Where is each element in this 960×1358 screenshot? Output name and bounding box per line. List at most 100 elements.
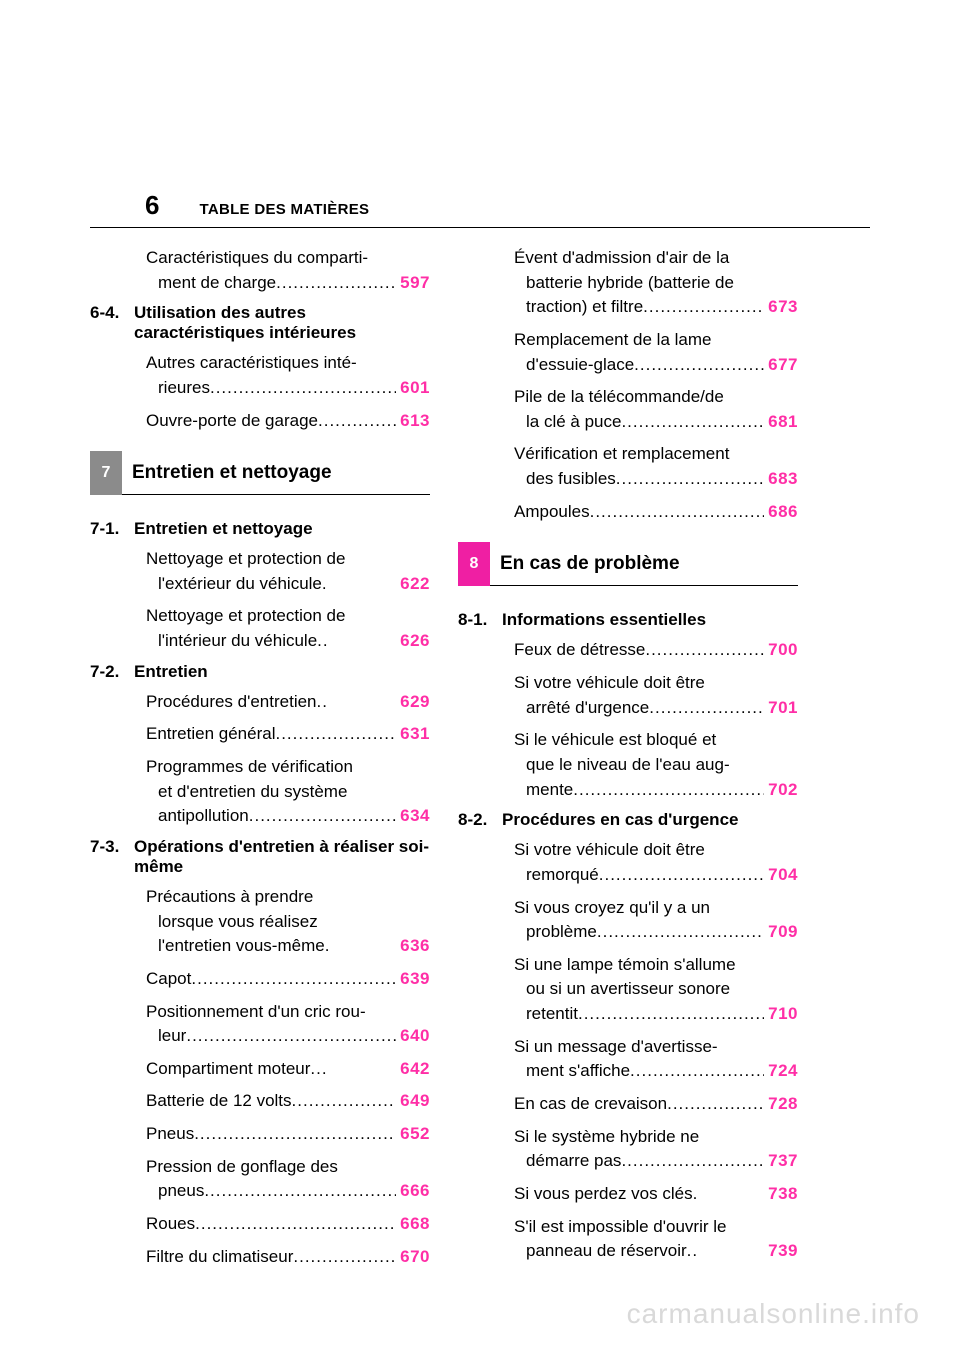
toc-page-number[interactable]: 668 (396, 1212, 430, 1237)
toc-entry-text: Filtre du climatiseur (146, 1245, 293, 1270)
toc-entry-line: Si le système hybride ne (514, 1125, 798, 1150)
toc-entry-lastline: Roues ..................................… (146, 1212, 430, 1237)
toc-page-number[interactable]: 666 (396, 1179, 430, 1204)
toc-entry-line: Si une lampe témoin s'allume (514, 953, 798, 978)
toc-entry: Nettoyage et protection del'intérieur du… (90, 604, 430, 653)
toc-page-number[interactable]: 710 (764, 1002, 798, 1027)
toc-page-number[interactable]: 739 (764, 1239, 798, 1264)
toc-page-number[interactable]: 700 (764, 638, 798, 663)
toc-entry-text: Batterie de 12 volts (146, 1089, 292, 1114)
toc-entry: Feux de détresse .......................… (458, 638, 798, 663)
toc-entry: Entretien général ......................… (90, 722, 430, 747)
section-heading: 7-2.Entretien (90, 662, 430, 682)
toc-page-number[interactable]: 683 (764, 467, 798, 492)
toc-entry-text: antipollution (146, 804, 249, 829)
toc-page-number[interactable]: 613 (396, 409, 430, 434)
toc-leader-dots: ... (310, 1057, 396, 1082)
toc-entry-lastline: Si vous perdez vos clés .738 (514, 1182, 798, 1207)
toc-entry-lastline: d'essuie-glace .........................… (514, 353, 798, 378)
toc-entry-lastline: leur ...................................… (146, 1024, 430, 1049)
toc-leader-dots: ........................................… (616, 467, 764, 492)
chapter-label: En cas de problème (490, 542, 798, 586)
toc-entry-lastline: arrêté d'urgence .......................… (514, 696, 798, 721)
toc-entry-lastline: problème ...............................… (514, 920, 798, 945)
toc-entry-text: panneau de réservoir (514, 1239, 687, 1264)
toc-entry-lastline: panneau de réservoir ..739 (514, 1239, 798, 1264)
toc-leader-dots: ........................................… (590, 500, 765, 525)
toc-page-number[interactable]: 686 (764, 500, 798, 525)
toc-leader-dots: ........................................… (667, 1092, 764, 1117)
toc-page-number[interactable]: 640 (396, 1024, 430, 1049)
toc-page-number[interactable]: 639 (396, 967, 430, 992)
toc-page-number[interactable]: 626 (396, 629, 430, 654)
toc-page-number[interactable]: 702 (764, 778, 798, 803)
toc-entry: Nettoyage et protection del'extérieur du… (90, 547, 430, 596)
toc-entry: Batterie de 12 volts ...................… (90, 1089, 430, 1114)
toc-leader-dots: . (325, 934, 396, 959)
toc-page-number[interactable]: 636 (396, 934, 430, 959)
toc-entry: Vérification et remplacementdes fusibles… (458, 442, 798, 491)
toc-entry: Caractéristiques du comparti-ment de cha… (90, 246, 430, 295)
toc-entry-text: d'essuie-glace (514, 353, 634, 378)
toc-entry-text: En cas de crevaison (514, 1092, 667, 1117)
toc-page-number[interactable]: 673 (764, 295, 798, 320)
toc-leader-dots: ........................................… (645, 638, 764, 663)
toc-page-number[interactable]: 601 (396, 376, 430, 401)
toc-page-number[interactable]: 652 (396, 1122, 430, 1147)
toc-page-number[interactable]: 634 (396, 804, 430, 829)
section-number: 7-1. (90, 519, 134, 539)
toc-page-number[interactable]: 681 (764, 410, 798, 435)
toc-entry-text: démarre pas (514, 1149, 621, 1174)
toc-leader-dots: .. (687, 1239, 764, 1264)
toc-page-number[interactable]: 649 (396, 1089, 430, 1114)
toc-page-number[interactable]: 704 (764, 863, 798, 888)
toc-entry-text: Feux de détresse (514, 638, 645, 663)
toc-entry: Pression de gonflage despneus ..........… (90, 1155, 430, 1204)
toc-entry-text: traction) et filtre (514, 295, 643, 320)
section-title: Procédures en cas d'urgence (502, 810, 798, 830)
toc-entry-lastline: Procédures d'entretien ..629 (146, 690, 430, 715)
toc-entry-lastline: démarre pas ............................… (514, 1149, 798, 1174)
toc-entry-text: problème (514, 920, 597, 945)
toc-entry-lastline: la clé à puce ..........................… (514, 410, 798, 435)
toc-entry-line: Pression de gonflage des (146, 1155, 430, 1180)
toc-entry-line: Nettoyage et protection de (146, 547, 430, 572)
toc-page-number[interactable]: 738 (764, 1182, 798, 1207)
toc-entry: Pneus ..................................… (90, 1122, 430, 1147)
toc-entry-line: ou si un avertisseur sonore (514, 977, 798, 1002)
toc-page-number[interactable]: 709 (764, 920, 798, 945)
toc-page-number[interactable]: 642 (396, 1057, 430, 1082)
toc-entry-text: ment de charge (146, 271, 276, 296)
toc-entry-text: ment s'affiche (514, 1059, 630, 1084)
toc-page-number[interactable]: 622 (396, 572, 430, 597)
toc-page-number[interactable]: 701 (764, 696, 798, 721)
toc-entry: Ouvre-porte de garage ..................… (90, 409, 430, 434)
toc-page-number[interactable]: 631 (396, 722, 430, 747)
toc-entry-text: Compartiment moteur (146, 1057, 310, 1082)
toc-entry-line: Précautions à prendre (146, 885, 430, 910)
toc-leader-dots: ........................................… (195, 1212, 396, 1237)
toc-entry-text: Procédures d'entretien (146, 690, 317, 715)
toc-entry: Si un message d'avertisse-ment s'affiche… (458, 1035, 798, 1084)
toc-entry-text: retentit (514, 1002, 578, 1027)
page: 6 TABLE DES MATIÈRES Caractéristiques du… (0, 0, 960, 1277)
toc-entry-text: remorqué (514, 863, 599, 888)
toc-page-number[interactable]: 629 (396, 690, 430, 715)
toc-page-number[interactable]: 597 (396, 271, 430, 296)
toc-entry: Si une lampe témoin s'allumeou si un ave… (458, 953, 798, 1027)
toc-page-number[interactable]: 737 (764, 1149, 798, 1174)
toc-leader-dots: ........................................… (204, 1179, 396, 1204)
toc-entry-lastline: antipollution ..........................… (146, 804, 430, 829)
toc-leader-dots: ........................................… (649, 696, 764, 721)
toc-entry-text: mente (514, 778, 573, 803)
toc-entry-lastline: rieures ................................… (146, 376, 430, 401)
toc-page-number[interactable]: 728 (764, 1092, 798, 1117)
toc-leader-dots: . (322, 572, 396, 597)
toc-page-number[interactable]: 724 (764, 1059, 798, 1084)
toc-leader-dots: ........................................… (210, 376, 396, 401)
toc-entry: Filtre du climatiseur ..................… (90, 1245, 430, 1270)
toc-entry-lastline: Compartiment moteur ...642 (146, 1057, 430, 1082)
toc-page-number[interactable]: 677 (764, 353, 798, 378)
toc-entry-text: Roues (146, 1212, 195, 1237)
toc-page-number[interactable]: 670 (396, 1245, 430, 1270)
